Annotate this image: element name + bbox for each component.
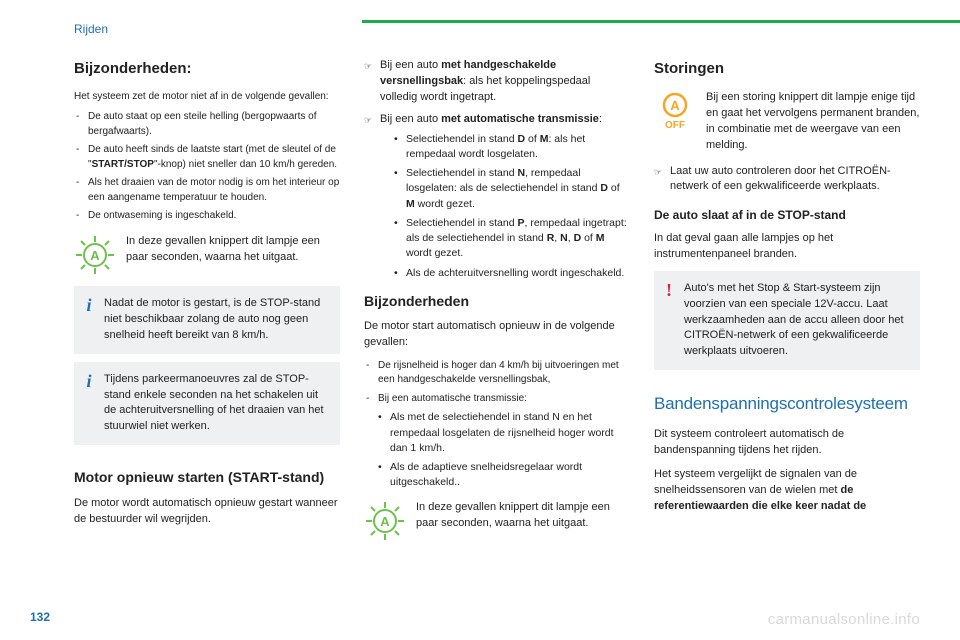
svg-text:A: A: [90, 248, 100, 263]
icon-note-row: A In deze gevallen knippert dit lampje e…: [74, 234, 340, 276]
pointer-list: Bij een auto met handgeschakelde versnel…: [364, 58, 630, 281]
list-item: Bij een auto met handgeschakelde versnel…: [364, 58, 630, 106]
list-item: Als met de selectiehendel in stand N en …: [378, 410, 630, 456]
page-number: 132: [30, 610, 50, 624]
heading-bijzonderheden: Bijzonderheden:: [74, 58, 340, 80]
heading-restart: Motor opnieuw starten (START-stand): [74, 467, 340, 487]
icon-note-row: A OFF Bij een storing knippert dit lampj…: [654, 90, 920, 154]
heading-storingen: Storingen: [654, 58, 920, 80]
txt: Het systeem vergelijkt de signalen van d…: [654, 468, 857, 496]
list-item: Bij een automatische transmissie: Als me…: [364, 392, 630, 491]
info-text: Nadat de motor is gestart, is de STOP-st…: [104, 296, 328, 344]
list-item: Als de adaptieve snelheidsregelaar wordt…: [378, 460, 630, 490]
engine-a-green-icon: A: [364, 500, 406, 542]
txt: Bij een auto: [380, 113, 441, 125]
heading-tpms: Bandenspanningscontrolesysteem: [654, 392, 920, 417]
column-3: Storingen A OFF Bij een storing knippert…: [654, 58, 920, 552]
icon-note-row: A In deze gevallen knippert dit lampje e…: [364, 500, 630, 542]
info-icon: i: [82, 296, 96, 314]
pointer-list: Laat uw auto controleren door het CITROË…: [654, 164, 920, 196]
list-item: Als de achteruitversnelling wordt ingesc…: [394, 266, 630, 281]
column-2: Bij een auto met handgeschakelde versnel…: [364, 58, 630, 552]
info-box: i Tijdens parkeermanoeuvres zal de STOP-…: [74, 362, 340, 446]
icon-note-text: In deze gevallen knippert dit lampje een…: [416, 500, 630, 532]
icon-note-text: In deze gevallen knippert dit lampje een…: [126, 234, 340, 266]
warning-icon: !: [662, 281, 676, 299]
list-item: Als het draaien van de motor nodig is om…: [74, 176, 340, 205]
engine-a-green-icon: A: [74, 234, 116, 276]
restart-paragraph: De motor wordt automatisch opnieuw gesta…: [74, 496, 340, 528]
svg-text:A: A: [380, 514, 390, 529]
svg-text:A: A: [670, 98, 680, 113]
heading-stop: De auto slaat af in de STOP-stand: [654, 207, 920, 224]
list-item: Bij een auto met automatische transmissi…: [364, 112, 630, 281]
txt: :: [599, 113, 602, 125]
icon-note-text: Bij een storing knippert dit lampje enig…: [706, 90, 920, 154]
tpms-p1: Dit systeem controleert automatisch de b…: [654, 427, 920, 459]
lead-text: Het systeem zet de motor niet af in de v…: [74, 90, 340, 105]
list-item: Selectiehendel in stand D of M: als het …: [394, 132, 630, 162]
info-icon: i: [82, 372, 96, 390]
list-item: Selectiehendel in stand N, rempedaal los…: [394, 166, 630, 212]
stop-paragraph: In dat geval gaan alle lampjes op het in…: [654, 231, 920, 263]
heading-bijzonderheden2: Bijzonderheden: [364, 291, 630, 311]
warning-text: Auto's met het Stop & Start-systeem zijn…: [684, 281, 908, 361]
info-box: i Nadat de motor is gestart, is de STOP-…: [74, 286, 340, 354]
bold: met automatische transmissie: [441, 113, 599, 125]
watermark: carmanualsonline.info: [768, 611, 920, 628]
page: Rijden 132 carmanualsonline.info Bijzond…: [0, 0, 960, 640]
txt: Bij een automatische transmissie:: [378, 393, 527, 404]
list-item: De auto heeft sinds de laatste start (me…: [74, 143, 340, 172]
list-item: De ontwaseming is ingeschakeld.: [74, 209, 340, 224]
list-item: De auto staat op een steile helling (ber…: [74, 110, 340, 139]
list-item-text: De auto heeft sinds de laatste start (me…: [88, 144, 337, 170]
dash-list-1: De auto staat op een steile helling (ber…: [74, 110, 340, 224]
columns: Bijzonderheden: Het systeem zet de motor…: [74, 58, 920, 552]
section-label: Rijden: [74, 22, 108, 36]
engine-a-off-orange-icon: A OFF: [654, 90, 696, 132]
lead2: De motor start automatisch opnieuw in de…: [364, 319, 630, 351]
dash-list-2: De rijsnelheid is hoger dan 4 km/h bij u…: [364, 359, 630, 491]
tpms-p2: Het systeem vergelijkt de signalen van d…: [654, 467, 920, 515]
warning-box: ! Auto's met het Stop & Start-systeem zi…: [654, 271, 920, 371]
info-text: Tijdens parkeermanoeuvres zal de STOP-st…: [104, 372, 328, 436]
txt: Bij een auto: [380, 59, 441, 71]
list-item: Laat uw auto controleren door het CITROË…: [654, 164, 920, 196]
bullet-list: Als met de selectiehendel in stand N en …: [378, 410, 630, 490]
list-item: Selectiehendel in stand P, rempedaal ing…: [394, 216, 630, 262]
column-1: Bijzonderheden: Het systeem zet de motor…: [74, 58, 340, 552]
list-item: De rijsnelheid is hoger dan 4 km/h bij u…: [364, 359, 630, 388]
bullet-list: Selectiehendel in stand D of M: als het …: [394, 132, 630, 281]
off-label: OFF: [665, 120, 685, 131]
accent-topbar: [362, 20, 960, 23]
